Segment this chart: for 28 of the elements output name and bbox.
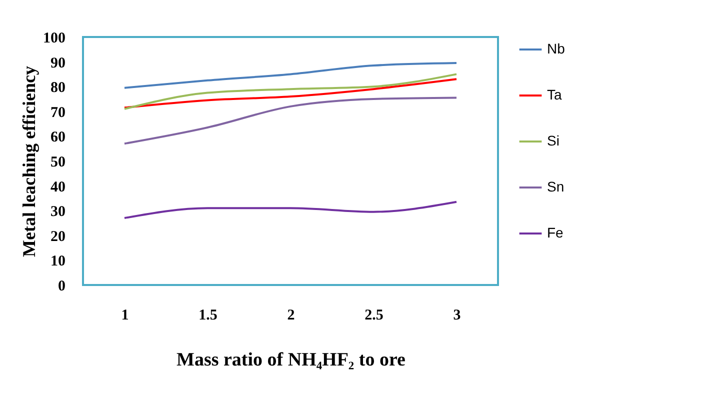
x-tick-label: 3 <box>453 308 461 324</box>
line-series <box>124 62 458 89</box>
legend-label: Nb <box>547 40 566 56</box>
y-tick-label: 10 <box>50 254 66 270</box>
line-series <box>124 78 458 109</box>
y-tick-label: 0 <box>58 278 66 294</box>
y-tick-label: 90 <box>50 55 66 72</box>
x-tick-label: 1 <box>121 308 129 324</box>
line-series <box>124 200 458 220</box>
y-tick-label: 40 <box>50 179 66 196</box>
x-tick-label: 1.5 <box>198 308 218 324</box>
legend-label: Sn <box>547 178 564 194</box>
legend-label: Ta <box>547 86 562 102</box>
line-series <box>124 73 458 110</box>
x-axis-title: Mass ratio of NH₄HF₂ to ore <box>176 350 406 370</box>
y-tick-label: 100 <box>43 30 66 46</box>
x-tick-label: 2.5 <box>364 308 384 324</box>
y-tick-label: 80 <box>50 80 66 96</box>
y-tick-label: 30 <box>50 204 66 220</box>
legend-label: Si <box>547 132 560 148</box>
y-tick-label: 50 <box>50 154 66 170</box>
y-axis-title: Metal leaching efficiency <box>19 66 39 257</box>
y-tick-label: 20 <box>50 228 66 245</box>
line-series <box>124 96 458 145</box>
legend-label: Fe <box>547 224 564 240</box>
y-tick-label: 70 <box>50 104 66 121</box>
y-tick-label: 60 <box>50 130 66 146</box>
x-tick-label: 2 <box>287 308 295 324</box>
